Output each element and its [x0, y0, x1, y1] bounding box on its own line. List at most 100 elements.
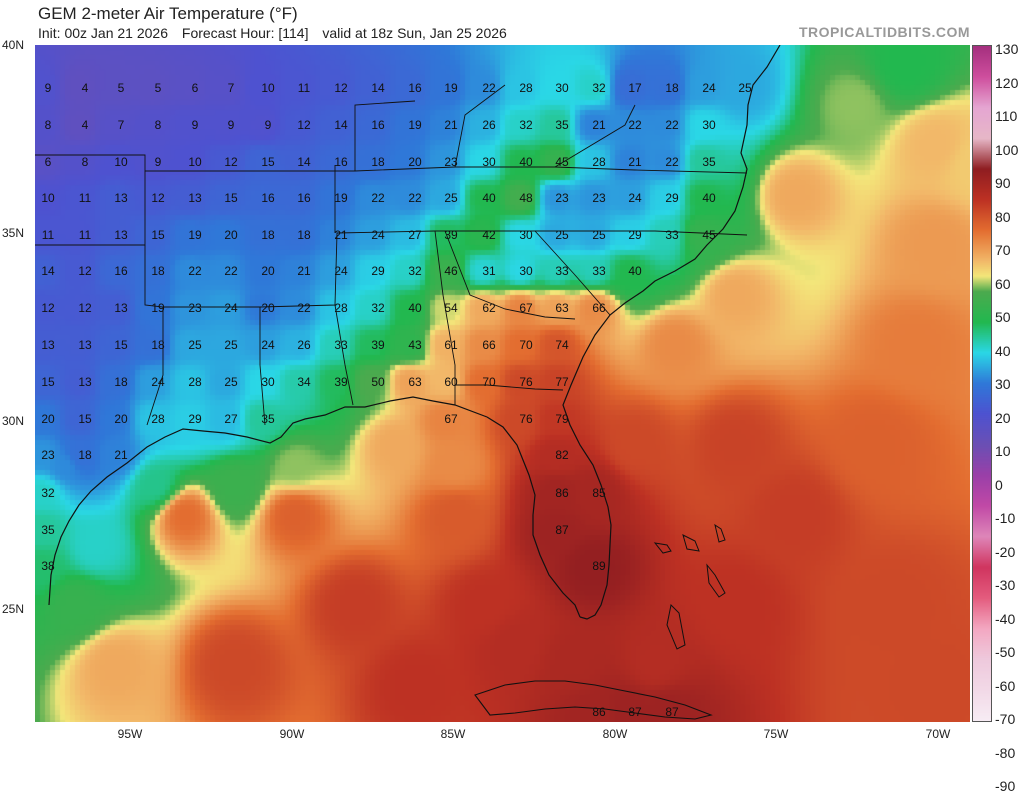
colorbar-label: 0	[995, 476, 1003, 493]
temperature-value: 25	[444, 191, 458, 205]
temperature-value: 40	[408, 301, 422, 315]
temperature-value: 30	[261, 375, 275, 389]
temperature-value: 15	[78, 412, 92, 426]
temperature-value: 15	[261, 155, 275, 169]
temperature-value: 30	[519, 264, 533, 278]
temperature-value: 9	[155, 155, 162, 169]
temperature-value: 15	[224, 191, 238, 205]
temperature-value: 20	[261, 264, 275, 278]
temperature-value: 54	[444, 301, 458, 315]
temperature-value: 24	[371, 228, 385, 242]
cuba-coastline	[474, 680, 713, 720]
temperature-value: 21	[297, 264, 311, 278]
temperature-value: 17	[628, 81, 642, 95]
temperature-value: 85	[592, 486, 606, 500]
temperature-value: 18	[371, 155, 385, 169]
temperature-value: 15	[41, 375, 55, 389]
temperature-value: 19	[188, 228, 202, 242]
temperature-value: 48	[519, 191, 533, 205]
temperature-value: 38	[41, 559, 55, 573]
colorbar-label: 100	[995, 141, 1019, 158]
temperature-value: 7	[118, 118, 125, 132]
temperature-value: 25	[224, 375, 238, 389]
temperature-value: 25	[592, 228, 606, 242]
temperature-value: 11	[79, 191, 92, 205]
gulf-coastline	[48, 396, 488, 606]
temperature-value: 79	[555, 412, 569, 426]
temperature-value: 28	[188, 375, 202, 389]
temperature-value: 21	[114, 448, 128, 462]
temperature-value: 13	[114, 301, 128, 315]
latitude-label: 40N	[2, 38, 25, 52]
temperature-value: 31	[482, 264, 496, 278]
temperature-value: 23	[592, 191, 606, 205]
temperature-value: 25	[188, 338, 202, 352]
temperature-value: 14	[371, 81, 385, 95]
temperature-value: 29	[371, 264, 385, 278]
temperature-value: 22	[665, 155, 679, 169]
temperature-value: 70	[482, 375, 496, 389]
temperature-value: 62	[482, 301, 496, 315]
colorbar	[972, 45, 992, 722]
temperature-value: 61	[444, 338, 458, 352]
temperature-value: 26	[297, 338, 311, 352]
temperature-value: 16	[371, 118, 385, 132]
colorbar-label: 70	[995, 242, 1011, 258]
temperature-value: 24	[334, 264, 348, 278]
temperature-value: 35	[261, 412, 275, 426]
temperature-value: 24	[702, 81, 716, 95]
temperature-value: 35	[555, 118, 569, 132]
temperature-value: 8	[82, 155, 89, 169]
temperature-value: 29	[628, 228, 642, 242]
temperature-value: 5	[155, 81, 162, 95]
temperature-value: 8	[155, 118, 162, 132]
map-subtitle: Init: 00z Jan 21 2026 Forecast Hour: [11…	[38, 25, 517, 41]
temperature-value: 50	[371, 375, 385, 389]
temperature-value: 45	[702, 228, 716, 242]
temperature-value: 12	[224, 155, 238, 169]
temperature-value: 20	[408, 155, 422, 169]
temperature-value: 12	[297, 118, 311, 132]
temperature-value: 18	[78, 448, 92, 462]
longitude-label: 85W	[440, 727, 466, 741]
temperature-value: 87	[555, 523, 569, 537]
temperature-value: 32	[408, 264, 422, 278]
longitude-label: 90W	[279, 727, 305, 741]
temperature-value: 12	[41, 301, 55, 315]
temperature-value: 18	[151, 338, 165, 352]
temperature-value: 66	[482, 338, 496, 352]
temperature-value: 22	[482, 81, 496, 95]
bahamas-islands	[653, 523, 726, 650]
florida-west-coast	[486, 416, 581, 618]
temperature-value: 87	[665, 705, 679, 719]
temperature-value: 20	[41, 412, 55, 426]
temperature-value: 14	[334, 118, 348, 132]
temperature-value: 28	[334, 301, 348, 315]
temperature-value: 82	[555, 448, 569, 462]
temperature-value: 11	[42, 228, 55, 242]
temperature-value: 27	[224, 412, 238, 426]
temperature-value: 18	[114, 375, 128, 389]
temperature-value: 23	[41, 448, 55, 462]
temperature-value: 19	[408, 118, 422, 132]
colorbar-label: -70	[995, 711, 1016, 727]
temperature-value: 13	[41, 338, 55, 352]
temperature-value: 74	[555, 338, 569, 352]
init-time: Init: 00z Jan 21 2026	[38, 25, 168, 41]
colorbar-label: -20	[995, 543, 1016, 560]
temperature-value: 29	[188, 412, 202, 426]
temperature-value: 32	[519, 118, 533, 132]
temperature-value: 89	[592, 559, 606, 573]
temperature-value: 63	[555, 301, 569, 315]
temperature-value: 9	[192, 118, 199, 132]
colorbar-label: 90	[995, 175, 1011, 191]
temperature-value: 22	[188, 264, 202, 278]
temperature-value: 24	[151, 375, 165, 389]
temperature-value: 26	[482, 118, 496, 132]
colorbar-label: 130	[995, 41, 1019, 57]
temperature-value: 23	[188, 301, 202, 315]
colorbar-label: 30	[995, 376, 1011, 392]
temperature-value: 18	[151, 264, 165, 278]
colorbar-label: -30	[995, 577, 1016, 593]
temperature-value: 23	[555, 191, 569, 205]
